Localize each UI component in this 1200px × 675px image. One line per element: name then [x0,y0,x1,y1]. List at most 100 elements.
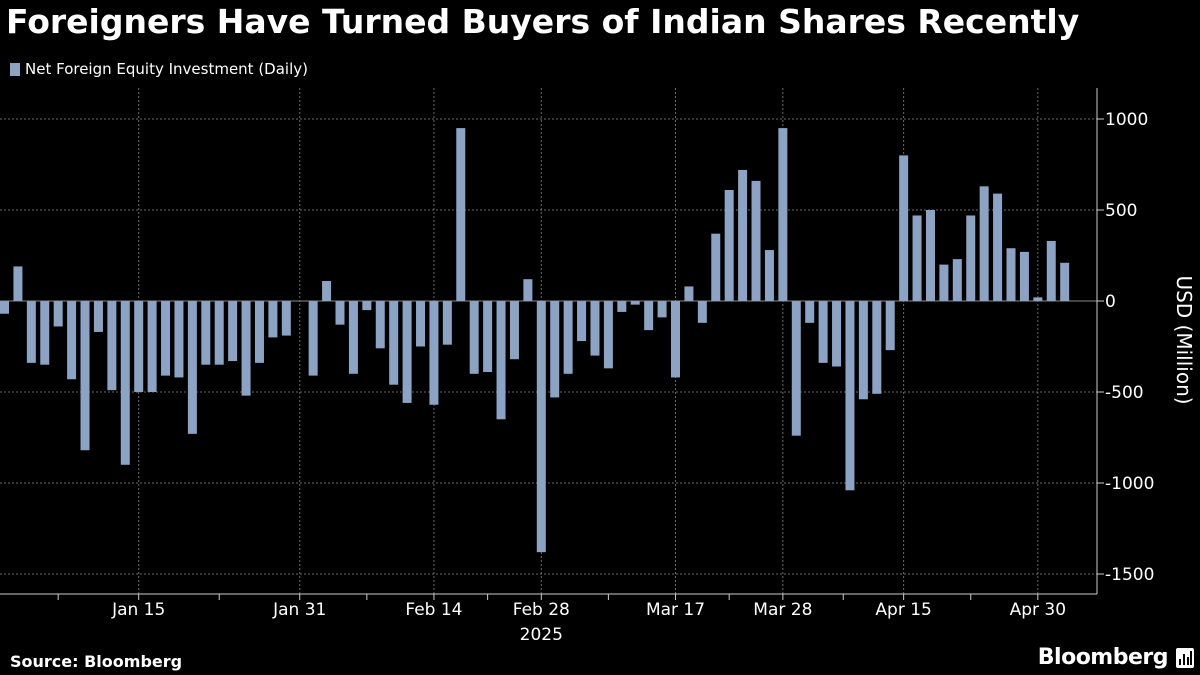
bar [469,301,479,374]
bar [254,301,264,363]
bar [93,301,103,332]
bar [335,301,345,325]
bar [630,301,640,305]
bloomberg-terminal-icon [1176,648,1194,668]
bar [1019,251,1029,301]
x-year-label: 2025 [520,625,563,645]
bar [402,301,412,403]
x-tick-label: Mar 28 [753,600,812,620]
bar [1060,262,1070,301]
bar [858,301,868,400]
bar [201,301,211,365]
bar [147,301,157,392]
bar [644,301,654,331]
x-tick-label: Feb 28 [513,600,570,620]
bar [738,169,748,301]
y-tick-label: 1000 [1105,110,1148,130]
x-tick-label: Apr 15 [875,600,931,620]
bar [161,301,171,376]
bar [1046,240,1056,301]
bar [375,301,385,349]
bar [107,301,117,391]
y-axis-title: USD (Million) [1172,275,1196,404]
bar [724,189,734,301]
x-tick-label: Apr 30 [1010,600,1066,620]
bar [1006,248,1016,301]
bar [228,301,238,362]
bar [925,210,935,301]
bar [979,186,989,301]
bar [577,301,587,342]
bar [952,259,962,301]
y-tick-label: -1500 [1105,565,1154,585]
bar [40,301,50,365]
bar [805,301,815,323]
bar [429,301,439,405]
bar [791,301,801,436]
bar [13,266,23,301]
bar [590,301,600,356]
bar [509,301,519,360]
bar [818,301,828,363]
bar [1033,297,1043,301]
bar [241,301,251,396]
bar [268,301,278,338]
bar [711,233,721,301]
bar [912,215,922,301]
bar [281,301,291,336]
bar [899,155,909,301]
bar [617,301,627,312]
bar [308,301,318,376]
bar [389,301,399,385]
bar [496,301,506,420]
x-tick-label: Mar 17 [646,600,705,620]
bar [885,301,895,351]
bar [523,279,533,301]
bar [134,301,144,392]
bar [550,301,560,398]
bar [80,301,90,451]
y-tick-label: -500 [1105,383,1144,403]
bar [442,301,452,345]
bar [657,301,667,318]
bar [993,193,1003,301]
bar [483,301,493,372]
bar [322,280,332,301]
bar [563,301,573,374]
chart-legend: Net Foreign Equity Investment (Daily) [10,60,308,78]
bar [53,301,63,327]
bar [697,301,707,323]
bar [751,180,761,301]
bar [0,301,9,314]
bar [939,264,949,301]
bar [348,301,358,374]
y-tick-label: 0 [1105,292,1116,312]
bar [416,301,426,347]
bar [764,250,774,301]
legend-label: Net Foreign Equity Investment (Daily) [25,60,308,78]
bar [536,301,546,553]
bloomberg-logo-text: Bloomberg [1037,645,1169,670]
source-note: Source: Bloomberg [10,652,183,671]
bar [120,301,130,465]
legend-swatch [10,62,20,76]
chart-title: Foreigners Have Turned Buyers of Indian … [6,2,1080,41]
bar [174,301,184,378]
bar [671,301,680,378]
y-tick-label: -1000 [1105,474,1154,494]
bar [778,128,788,301]
bar [832,301,842,367]
bar [966,215,976,301]
y-tick-label: 500 [1105,201,1137,221]
bar [845,301,855,491]
bar [67,301,77,380]
x-tick-label: Feb 14 [405,600,462,620]
bar [684,286,694,301]
bar [872,301,882,394]
bar [456,128,466,301]
bar [214,301,224,365]
bar [26,301,36,363]
x-tick-label: Jan 31 [272,600,326,620]
bar [362,301,372,311]
